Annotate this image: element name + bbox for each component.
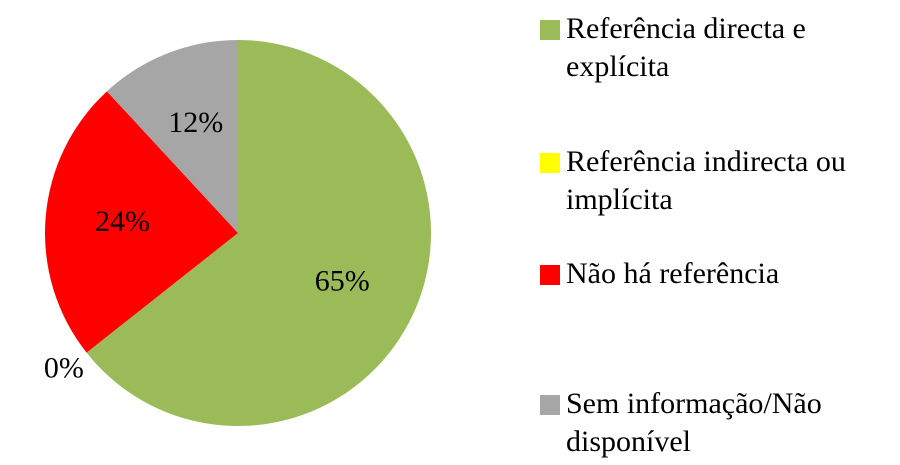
data-label: 12%: [168, 106, 223, 139]
legend-entry: Não há referência: [540, 255, 890, 293]
legend-entry: Sem informação/Não disponível: [540, 385, 890, 461]
pie-slice: [86, 40, 432, 426]
legend-entry: Referência directa e explícita: [540, 10, 890, 86]
pie-area: 65% 0% 24% 12%: [44, 40, 432, 426]
legend-swatch: [540, 20, 560, 40]
legend-label: Não há referência: [566, 257, 780, 290]
legend-swatch: [540, 265, 560, 285]
data-label: 65%: [315, 264, 370, 297]
legend-swatch: [540, 395, 560, 415]
legend-label: Sem informação/Não disponível: [566, 387, 822, 458]
legend-swatch: [540, 153, 560, 173]
pie-slice: [45, 91, 239, 353]
legend-label: Referência directa e explícita: [566, 12, 806, 83]
data-label: 0%: [44, 352, 84, 385]
data-label: 24%: [95, 205, 150, 238]
legend-entry: Referência indirecta ou implícita: [540, 143, 890, 219]
legend-label: Referência indirecta ou implícita: [566, 145, 846, 216]
pie-slice: [106, 40, 238, 233]
